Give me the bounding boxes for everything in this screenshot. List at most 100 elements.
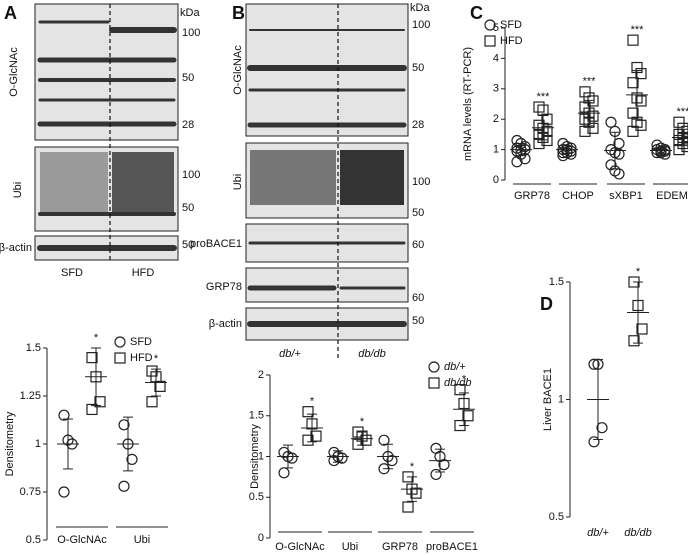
kda-marker: 50 [182,202,194,214]
data-point [286,452,298,464]
group-label: db/db [358,348,386,360]
data-point [579,86,591,98]
x-tick-label: Ubi [134,534,151,546]
data-point [146,396,158,408]
data-point [635,95,647,107]
blot-row-label: O-GlcNAc [232,45,244,95]
legend-label: SFD [130,336,152,348]
blot-b: O-GlcNAc Ubi proBACE1 GRP78 β-actin kDa … [190,2,430,360]
kda-marker: 100 [182,27,200,39]
y-tick-label: 1 [493,144,499,156]
data-point [605,159,617,171]
x-tick-label: EDEM [656,190,688,202]
data-point [533,119,545,131]
data-point [557,150,569,162]
data-point [402,501,414,513]
data-point [628,335,640,347]
data-point [94,396,106,408]
data-point [587,95,599,107]
group-label: SFD [61,267,83,279]
y-axis-label: Liver BACE1 [542,368,554,431]
data-point [579,113,591,125]
legend-label: SFD [500,19,522,31]
kda-marker: 50 [412,315,424,327]
kda-marker: 60 [412,239,424,251]
data-point [302,434,314,446]
y-tick-label: 0 [258,532,264,544]
x-tick-label: GRP78 [514,190,550,202]
group-label: db/+ [279,348,301,360]
data-point [378,434,390,446]
significance: *** [631,24,645,36]
kda-marker: 28 [182,119,194,131]
y-tick-label: 2 [493,113,499,125]
data-point [278,446,290,459]
legend-marker [428,377,440,389]
data-point [635,119,647,131]
data-point [126,453,138,465]
significance: * [94,332,99,344]
kda-marker: 50 [412,62,424,74]
data-point [58,409,70,421]
legend-label: db/+ [444,361,466,373]
data-point [336,452,348,464]
significance: * [310,396,315,408]
x-tick-label: O-GlcNAc [57,534,107,546]
data-point [86,352,98,364]
data-point [541,125,553,137]
significance: * [462,374,467,386]
data-point [386,454,398,467]
legend-label: db/db [444,377,472,389]
group-label: HFD [132,267,155,279]
data-point [328,454,340,467]
y-tick-label: 4 [493,52,499,64]
data-point [587,110,599,122]
data-point [328,446,340,459]
data-point [587,122,599,134]
y-axis-label: Densitometry [4,411,16,476]
y-tick-label: 5 [493,22,499,34]
panel-label: C [470,3,483,23]
data-point [410,487,422,499]
significance: * [360,416,365,428]
legend-label: HFD [500,35,523,47]
data-point [58,486,70,498]
data-point [673,144,685,156]
y-axis-label: mRNA levels (RT-PCR) [462,47,474,161]
data-point [533,101,545,113]
y-tick-label: 3 [493,83,499,95]
data-point [681,140,688,153]
significance: *** [677,106,688,118]
kda-marker: 100 [412,176,430,188]
data-point [154,380,166,392]
data-point [596,422,608,434]
significance: *** [537,91,551,103]
x-tick-label: db/+ [587,527,609,539]
blot-row-label: Ubi [232,174,244,191]
data-point [519,153,531,165]
data-point [278,467,290,479]
data-point [310,430,322,442]
blot-row-label: β-actin [0,242,32,254]
x-tick-label: sXBP1 [609,190,643,202]
kda-marker: 100 [412,19,430,31]
y-tick-label: 0.5 [549,511,564,523]
kda-marker: 60 [412,292,424,304]
data-point [681,125,688,137]
kda-label: kDa [410,2,430,14]
significance: * [154,353,159,365]
x-tick-label: CHOP [562,190,594,202]
data-point [454,384,466,396]
panel-label: A [4,3,17,23]
kda-marker: 100 [182,169,200,181]
x-tick-label: proBACE1 [426,541,478,553]
data-point [541,113,553,125]
legend-marker [428,361,440,373]
panel-label: D [540,294,553,314]
significance: * [410,461,415,473]
kda-marker: 50 [182,72,194,84]
data-point [627,77,639,89]
x-tick-label: O-GlcNAc [275,541,325,553]
x-tick-label: GRP78 [382,541,418,553]
data-point [430,468,442,481]
